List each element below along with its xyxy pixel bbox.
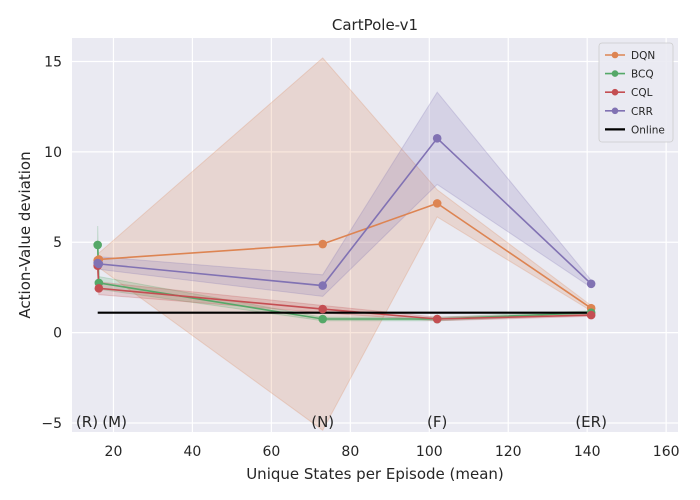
dqn-legend-marker	[611, 51, 619, 59]
legend-label-dqn: DQN	[631, 50, 655, 62]
dqn-point	[318, 239, 327, 249]
legend-label-cql: CQL	[631, 87, 653, 99]
annotations: (R) (M) (N) (F) (ER)	[76, 413, 607, 431]
crr-point	[318, 281, 327, 290]
series-points	[93, 134, 596, 324]
cql-legend-marker	[611, 88, 619, 96]
tick-labels: 20 40 60 80 100 120 140 160 −5 0 5 10 15	[41, 54, 679, 460]
cql-point	[432, 314, 442, 324]
legend-box	[598, 42, 674, 143]
plot-area	[72, 38, 678, 432]
chart-title: CartPole-v1	[332, 16, 418, 34]
x-tick-label: 140	[574, 444, 601, 460]
y-axis-label: Action-Value deviation	[16, 151, 34, 318]
crr-point	[432, 134, 442, 143]
x-tick-label: 20	[105, 444, 123, 460]
annotation-label: (R)	[76, 413, 98, 431]
x-tick-label: 160	[653, 444, 680, 460]
dqn-point	[432, 199, 442, 208]
y-tick-label: −5	[41, 416, 62, 432]
y-tick-label: 5	[53, 235, 62, 251]
legend-label-crr: CRR	[631, 106, 653, 118]
y-tick-label: 10	[44, 145, 62, 161]
legend-label-bcq: BCQ	[631, 69, 654, 81]
crr-legend-marker	[611, 107, 619, 115]
x-tick-label: 120	[495, 444, 522, 460]
x-axis-label: Unique States per Episode (mean)	[246, 465, 504, 483]
legend-label-online: Online	[631, 124, 665, 136]
crr-point	[586, 279, 596, 289]
annotation-label: (N)	[311, 413, 334, 431]
y-tick-label: 0	[53, 326, 62, 342]
legend: DQN BCQ CQL CRR Online	[598, 42, 674, 143]
annotation-label: (ER)	[575, 413, 607, 431]
x-tick-label: 80	[341, 444, 359, 460]
grid	[72, 38, 678, 432]
x-tick-label: 60	[262, 444, 280, 460]
cql-point	[94, 284, 104, 293]
x-tick-label: 40	[183, 444, 201, 460]
y-tick-label: 15	[44, 54, 62, 70]
crr-point	[94, 259, 104, 269]
cql-point	[318, 304, 327, 314]
bcq-legend-marker	[611, 70, 619, 77]
cql-point	[586, 310, 596, 320]
x-tick-label: 100	[416, 444, 443, 460]
bcq-point	[318, 314, 327, 324]
annotation-label: (M)	[102, 413, 127, 431]
bcq-point	[93, 240, 102, 250]
annotation-label: (F)	[427, 413, 447, 431]
